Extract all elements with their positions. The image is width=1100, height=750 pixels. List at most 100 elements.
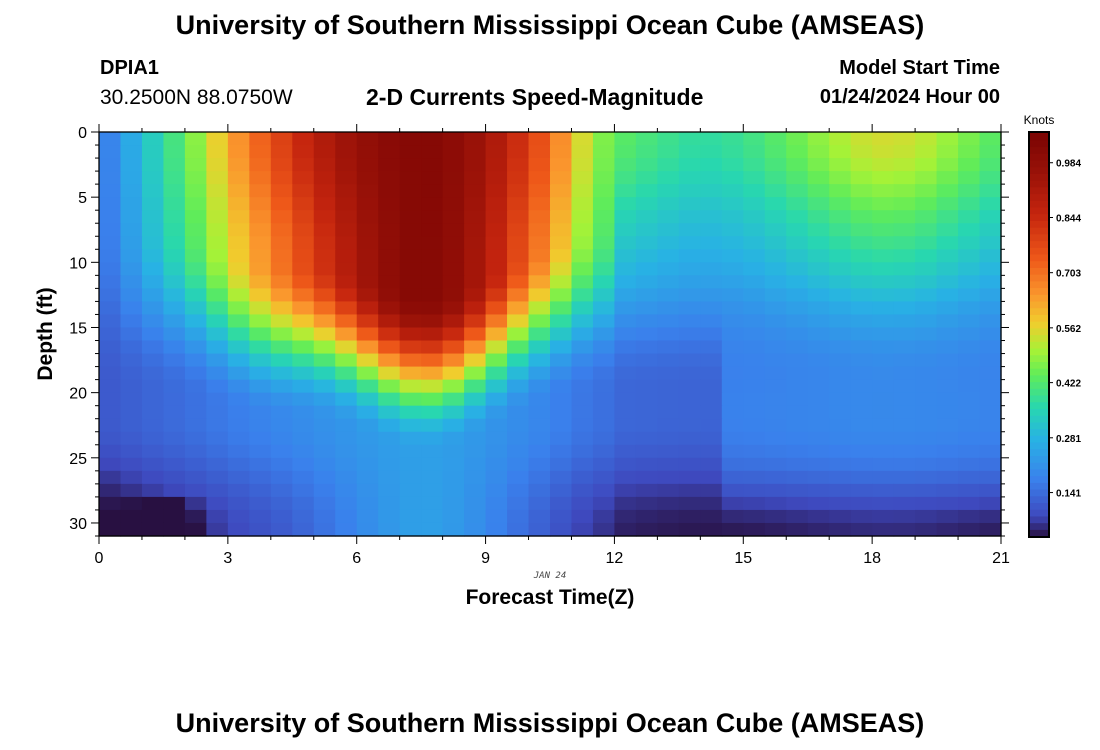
heatmap-cell bbox=[915, 132, 938, 146]
heatmap-cell bbox=[507, 340, 530, 355]
heatmap-cell bbox=[678, 275, 701, 289]
heatmap-cell bbox=[528, 197, 551, 211]
heatmap-cell bbox=[635, 158, 658, 172]
heatmap-cell bbox=[915, 470, 938, 485]
heatmap-cell bbox=[571, 522, 594, 537]
heatmap-cell bbox=[141, 145, 165, 159]
heatmap-cell bbox=[571, 210, 594, 224]
footer-title: University of Southern Mississippi Ocean… bbox=[175, 708, 925, 738]
heatmap-cell bbox=[270, 184, 293, 198]
colorbar-segment bbox=[1030, 146, 1048, 154]
heatmap-cell bbox=[270, 288, 293, 303]
heatmap-cell bbox=[163, 184, 186, 198]
heatmap-cell bbox=[850, 314, 873, 329]
heatmap-cell bbox=[464, 418, 487, 433]
heatmap-cell bbox=[786, 171, 809, 185]
heatmap-cell bbox=[163, 210, 186, 224]
heatmap-cell bbox=[399, 145, 422, 159]
heatmap-cell bbox=[700, 132, 723, 146]
heatmap-cell bbox=[936, 522, 959, 537]
heatmap-cell bbox=[657, 262, 680, 276]
heatmap-cell bbox=[657, 197, 680, 211]
heatmap-cell bbox=[421, 522, 444, 537]
colorbar-segment bbox=[1030, 287, 1048, 295]
heatmap-cell bbox=[227, 366, 250, 381]
heatmap-cell bbox=[979, 366, 1002, 381]
heatmap-cell bbox=[958, 210, 981, 224]
heatmap-cell bbox=[786, 288, 809, 303]
heatmap-cell bbox=[592, 327, 616, 342]
heatmap-cell bbox=[249, 392, 272, 407]
heatmap-cell bbox=[120, 392, 143, 407]
heatmap-cell bbox=[850, 470, 873, 485]
heatmap-cell bbox=[485, 262, 508, 276]
heatmap-cell bbox=[528, 301, 551, 316]
heatmap-cell bbox=[958, 145, 981, 159]
heatmap-cell bbox=[721, 522, 744, 537]
heatmap-cell bbox=[592, 275, 616, 289]
heatmap-cell bbox=[528, 145, 551, 159]
heatmap-cell bbox=[335, 184, 358, 198]
heatmap-cell bbox=[485, 314, 508, 329]
heatmap-cell bbox=[721, 184, 744, 198]
heatmap-cell bbox=[270, 132, 293, 146]
heatmap-cell bbox=[335, 171, 358, 185]
heatmap-cell bbox=[120, 457, 143, 472]
heatmap-cell bbox=[807, 184, 830, 198]
colorbar-segment bbox=[1030, 482, 1048, 490]
heatmap-cell bbox=[700, 366, 723, 381]
heatmap-cell bbox=[571, 249, 594, 263]
heatmap-cell bbox=[893, 379, 916, 394]
heatmap-cell bbox=[743, 457, 766, 472]
heatmap-cell bbox=[206, 522, 229, 537]
heatmap-cell bbox=[571, 184, 594, 198]
heatmap-cell bbox=[206, 171, 229, 185]
heatmap-cell bbox=[915, 301, 938, 316]
heatmap-cell bbox=[227, 522, 250, 537]
heatmap-cell bbox=[99, 418, 122, 433]
heatmap-cell bbox=[550, 184, 573, 198]
heatmap-cell bbox=[206, 431, 229, 446]
heatmap-cell bbox=[378, 184, 401, 198]
heatmap-cell bbox=[227, 288, 250, 303]
x-tick-label: 18 bbox=[863, 550, 881, 567]
heatmap-cell bbox=[764, 158, 787, 172]
heatmap-cell bbox=[807, 509, 830, 524]
heatmap-cell bbox=[829, 405, 852, 420]
heatmap-cell bbox=[657, 340, 680, 355]
heatmap-cell bbox=[464, 249, 487, 263]
heatmap-cell bbox=[958, 444, 981, 459]
heatmap-cell bbox=[335, 327, 358, 342]
heatmap-cell bbox=[721, 223, 744, 237]
heatmap-cell bbox=[958, 522, 981, 537]
heatmap-cell bbox=[356, 379, 379, 394]
heatmap-cell bbox=[786, 405, 809, 420]
heatmap-cell bbox=[99, 444, 122, 459]
heatmap-cell bbox=[356, 327, 379, 342]
heatmap-cell bbox=[421, 431, 444, 446]
heatmap-cell bbox=[421, 470, 444, 485]
heatmap-cell bbox=[335, 314, 358, 329]
heatmap-cell bbox=[958, 288, 981, 303]
colorbar-segment bbox=[1030, 173, 1048, 181]
heatmap-cell bbox=[979, 470, 1002, 485]
heatmap-cell bbox=[249, 522, 272, 537]
heatmap-cell bbox=[743, 223, 766, 237]
heatmap-cell bbox=[872, 470, 895, 485]
heatmap-cell bbox=[614, 301, 637, 316]
heatmap-cell bbox=[979, 457, 1002, 472]
colorbar-segment bbox=[1030, 307, 1048, 315]
heatmap-cell bbox=[915, 340, 938, 355]
heatmap-cell bbox=[678, 405, 701, 420]
heatmap-cell bbox=[464, 223, 487, 237]
heatmap-cell bbox=[936, 314, 959, 329]
heatmap-cell bbox=[550, 444, 573, 459]
heatmap-cell bbox=[442, 392, 465, 407]
heatmap-cell bbox=[829, 444, 852, 459]
heatmap-cell bbox=[829, 392, 852, 407]
heatmap-cell bbox=[399, 340, 422, 355]
heatmap-cell bbox=[206, 379, 229, 394]
heatmap-cell bbox=[141, 379, 165, 394]
colorbar-segment bbox=[1030, 401, 1048, 409]
heatmap-cell bbox=[141, 353, 165, 368]
